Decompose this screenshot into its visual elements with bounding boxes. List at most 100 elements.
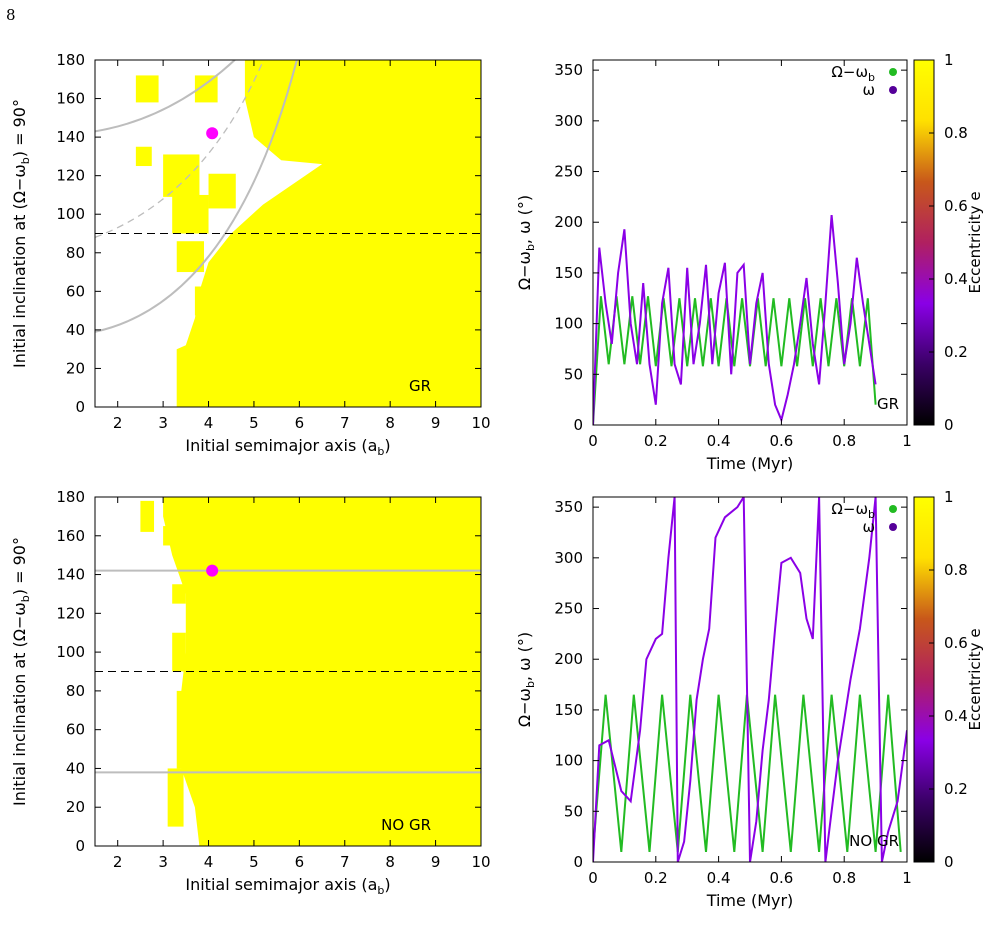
colorbar-tick-label: 0.6 [944,197,968,215]
x-tick-label: 0.8 [832,432,856,450]
panel-label: NO GR [849,832,899,850]
panel-bottom-right: Ω−ωbω 0 0.2 0.4 0.6 0.8 1 Eccentricity e 0 0.2 0.4… [515,488,984,910]
x-tick-label: 1 [902,432,912,450]
y-tick-label: 140 [56,566,85,584]
y-tick-label: 160 [56,90,85,108]
x-tick-label: 0.8 [832,869,856,887]
axes-frame [94,496,482,847]
x-tick-label: 2 [113,853,123,871]
x-tick-label: 4 [204,853,214,871]
colorbar-tick-label: 0.8 [944,561,968,579]
colorbar-tick-label: 0.8 [944,124,968,142]
x-tick-label: 6 [295,853,305,871]
legend-marker [889,86,897,94]
y-tick-label: 20 [66,798,85,816]
y-tick-label: 100 [56,643,85,661]
stable-island [172,194,209,234]
y-tick-label: 200 [554,650,583,668]
stable-island [176,690,193,769]
legend-marker [889,505,897,513]
stable-island [167,768,184,827]
y-tick-label: 350 [554,61,583,79]
gray-arc-dashed [95,60,265,238]
y-axis-label: Initial inclination at (Ω−ωb) = 90° [10,537,32,806]
stable-island [163,526,177,546]
legend-label: Ω−ωb [831,63,875,84]
x-tick-label: 10 [471,414,490,432]
series-omega [593,215,877,425]
x-tick-label: 9 [431,853,441,871]
y-tick-label: 60 [66,721,85,739]
colorbar-tick-label: 1 [944,488,954,506]
colorbar-tick-label: 0.2 [944,780,968,798]
page-number: 8 [6,6,16,24]
x-tick-label: 7 [340,853,350,871]
plot-area [593,215,877,425]
y-tick-label: 80 [66,682,85,700]
legend-marker [889,68,897,76]
initial-condition-marker [206,127,219,140]
y-tick-label: 40 [66,321,85,339]
legend-label: Ω−ωb [831,500,875,521]
x-tick-label: 0 [588,432,598,450]
y-tick-label: 20 [66,359,85,377]
stable-island [172,584,186,604]
y-tick-label: 180 [56,488,85,506]
y-tick-label: 200 [554,213,583,231]
series-omega-minus-omegab [593,296,877,425]
stable-island [135,75,159,103]
y-tick-label: 0 [75,398,85,416]
x-tick-label: 9 [431,414,441,432]
y-tick-label: 0 [573,853,583,871]
x-tick-label: 0.2 [644,432,668,450]
y-tick-label: 300 [554,549,583,567]
x-tick-label: 8 [385,853,395,871]
panel-top-right: Ω−ωbω 0 0.2 0.4 0.6 0.8 1 Eccentricity e 0 0.2 0.4… [515,51,984,473]
colorbar-tick-label: 0.6 [944,634,968,652]
y-tick-label: 40 [66,759,85,777]
panel-label: NO GR [381,816,431,834]
colorbar-tick-label: 0 [944,853,954,871]
stable-island [140,500,155,532]
axes-frame [592,59,908,426]
y-tick-label: 150 [554,701,583,719]
x-tick-label: 2 [113,414,123,432]
x-axis-label: Initial semimajor axis (ab) [185,436,390,458]
panel-bottom-left: 2 3 4 5 6 7 8 9 10020406080100120140160180Initia… [10,488,491,897]
x-tick-label: 3 [158,414,168,432]
stable-region [176,60,481,407]
plot-area [593,497,907,862]
colorbar [913,496,935,863]
x-tick-label: 0.4 [707,869,731,887]
y-tick-label: 50 [564,365,583,383]
y-tick-label: 180 [56,51,85,69]
y-tick-label: 300 [554,112,583,130]
x-tick-label: 5 [249,414,259,432]
y-tick-label: 100 [554,752,583,770]
colorbar-tick-label: 0.4 [944,270,968,288]
y-tick-label: 250 [554,600,583,618]
colorbar [913,59,935,426]
y-tick-label: 250 [554,163,583,181]
y-tick-label: 140 [56,128,85,146]
y-tick-label: 120 [56,167,85,185]
axes-frame [94,59,482,408]
x-tick-label: 0.6 [769,432,793,450]
x-tick-label: 10 [471,853,490,871]
y-tick-label: 150 [554,264,583,282]
colorbar-tick-label: 1 [944,51,954,69]
colorbar-tick-label: 0.4 [944,707,968,725]
stable-island [172,632,186,672]
stable-island [194,286,214,316]
stable-island [208,173,236,209]
x-tick-label: 7 [340,414,350,432]
gray-arc-lower [95,60,298,333]
y-tick-label: 60 [66,282,85,300]
y-axis-label: Initial inclination at (Ω−ωb) = 90° [10,99,32,368]
series-omega [593,497,907,862]
y-tick-label: 0 [573,416,583,434]
x-axis-label: Time (Myr) [706,454,794,473]
stable-island [163,154,200,197]
x-tick-label: 1 [902,869,912,887]
panel-top-left: 2 3 4 5 6 7 8 9 10020406080100120140160180Initia… [10,51,491,458]
